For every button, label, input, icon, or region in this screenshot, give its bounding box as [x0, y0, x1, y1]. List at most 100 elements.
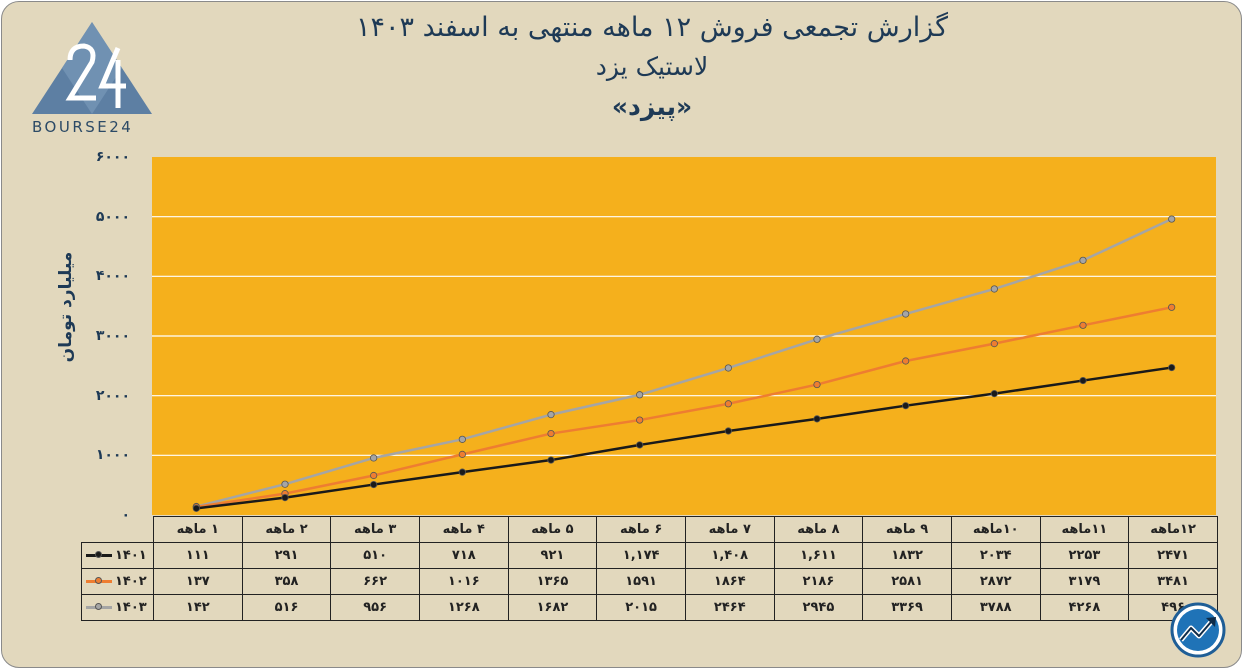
chart-title: گزارش تجمعی فروش ۱۲ ماهه منتهی به اسفند … — [355, 12, 949, 43]
table-cell: ۹۲۱ — [507, 542, 598, 569]
data-point — [990, 390, 998, 398]
table-cell: ۳۴۸۱ — [1128, 568, 1218, 595]
data-point — [990, 285, 998, 293]
data-point — [636, 441, 644, 449]
bourse24-logo-icon — [32, 22, 152, 114]
table-cell: ۹۵۶ — [330, 594, 420, 621]
data-point — [990, 340, 998, 348]
data-point — [192, 504, 200, 512]
table-cell: ۱۳۶۵ — [507, 568, 598, 595]
category-label: ۱ ماهه — [153, 516, 243, 543]
table-cell: ۲۴۷۱ — [1128, 542, 1218, 569]
data-point — [370, 480, 378, 489]
table-cell: ۱,۱۷۴ — [596, 542, 686, 569]
table-row: ۱۴۰۲ ۱۳۷ ۳۵۸ ۶۶۲ ۱۰۱۶ ۱۳۶۵ ۱۵۹۱ ۱۸۶۴ ۲۱۸۶ ۲۵۸۱ ۲۸۷… — [81, 568, 1218, 595]
y-tick-label: ۱۰۰۰ — [95, 447, 130, 464]
table-cell: ۱۵۹۱ — [596, 568, 686, 595]
table-cell: ۱۸۳۲ — [862, 542, 952, 569]
legend-label: ۱۴۰۳ — [115, 600, 147, 615]
data-point — [281, 480, 289, 488]
data-point — [370, 454, 378, 462]
data-point — [724, 364, 732, 372]
table-cell: ۲۰۱۵ — [596, 594, 686, 621]
trend-badge-icon — [1170, 602, 1226, 658]
table-header-row: ۱ ماهه ۲ ماهه ۳ ماهه ۴ ماهه ۵ ماهه ۶ ماهه ۷ ما… — [82, 516, 1218, 543]
table-cell: ۱,۶۱۱ — [773, 542, 864, 569]
category-label: ۳ ماهه — [330, 516, 420, 543]
table-cell: ۵۱۶ — [241, 594, 332, 621]
table-cell: ۵۱۰ — [330, 542, 420, 569]
data-point — [902, 310, 910, 318]
data-point — [724, 427, 732, 435]
data-point — [1168, 363, 1176, 372]
legend-swatch — [86, 603, 112, 610]
table-cell: ۲۵۸۱ — [862, 568, 952, 595]
legend-swatch — [86, 577, 112, 584]
y-tick-label: ۰ — [121, 507, 130, 523]
data-point — [813, 415, 821, 423]
data-point — [1079, 321, 1087, 329]
y-tick-label: ۳۰۰۰ — [95, 328, 130, 344]
category-label: ۶ ماهه — [596, 516, 686, 543]
table-cell: ۲۹۴۵ — [773, 594, 864, 621]
data-point — [902, 402, 910, 410]
table-cell: ۳۷۸۸ — [950, 594, 1041, 621]
table-row: ۱۴۰۳ ۱۴۲ ۵۱۶ ۹۵۶ ۱۲۶۸ ۱۶۸۲ ۲۰۱۵ ۲۴۶۴ ۲۹۴۵ ۳۳۶۹ ۳۷۸… — [81, 594, 1218, 621]
y-tick-label: ۵۰۰۰ — [95, 208, 130, 225]
legend-entry: ۱۴۰۲ — [81, 568, 154, 595]
data-point — [281, 494, 289, 502]
data-point — [458, 435, 466, 443]
table-cell: ۱۳۷ — [153, 568, 243, 595]
data-point — [813, 380, 821, 389]
category-label: ۵ ماهه — [507, 516, 598, 543]
table-cell: ۱۰۱۶ — [418, 568, 509, 595]
table-cell: ۳۳۶۹ — [862, 594, 952, 621]
data-point — [813, 335, 821, 343]
table-row: ۱۴۰۱ ۱۱۱ ۲۹۱ ۵۱۰ ۷۱۸ ۹۲۱ ۱,۱۷۴ ۱,۴۰۸ ۱,۶۱۱ ۱۸۳۲ ۲۰… — [81, 542, 1218, 569]
data-point — [902, 357, 910, 365]
data-point — [724, 400, 732, 408]
y-tick-label: ۴۰۰۰ — [95, 268, 130, 285]
table-cell: ۲۴۶۴ — [684, 594, 775, 621]
table-cell: ۳۵۸ — [241, 568, 332, 595]
category-label: ۱۲ماهه — [1128, 516, 1218, 543]
data-point — [636, 416, 644, 424]
data-point — [370, 471, 378, 480]
table-cell: ۲۱۸۶ — [773, 568, 864, 595]
logo-text: BOURSE24 — [32, 118, 134, 136]
y-tick-label: ۲۰۰۰ — [95, 387, 130, 404]
series-line — [196, 217, 1173, 508]
chart-subtitle: لاستیک یزد — [595, 52, 709, 81]
table-cell: ۱۴۲ — [153, 594, 243, 621]
category-label: ۸ ماهه — [773, 516, 864, 543]
table-cell: ۱,۴۰۸ — [684, 542, 775, 569]
series-line — [196, 306, 1172, 509]
table-cell: ۴۲۶۸ — [1039, 594, 1130, 621]
legend-label: ۱۴۰۱ — [115, 548, 147, 563]
data-table: ۱ ماهه ۲ ماهه ۳ ماهه ۴ ماهه ۵ ماهه ۶ ماهه ۷ ما… — [81, 516, 1218, 621]
legend-label: ۱۴۰۲ — [115, 574, 147, 589]
data-point — [1168, 215, 1176, 223]
table-cell: ۶۶۲ — [330, 568, 420, 595]
data-point — [458, 468, 466, 476]
data-point — [547, 456, 555, 464]
legend-entry: ۱۴۰۳ — [81, 594, 154, 621]
data-point — [547, 411, 555, 419]
table-cell: ۷۱۸ — [418, 542, 509, 569]
table-cell: ۳۱۷۹ — [1039, 568, 1130, 595]
category-label: ۱۰ماهه — [950, 516, 1041, 543]
chart-symbol: «پیزد» — [611, 92, 693, 121]
table-cell: ۱۲۶۸ — [418, 594, 509, 621]
table-corner — [82, 517, 154, 543]
category-label: ۷ ماهه — [684, 516, 775, 543]
category-label: ۹ ماهه — [862, 516, 952, 543]
table-cell: ۲۸۷۲ — [950, 568, 1041, 595]
series-line — [196, 366, 1172, 510]
category-label: ۱۱ماهه — [1039, 516, 1130, 543]
data-point — [1079, 376, 1087, 385]
data-point — [1168, 303, 1176, 311]
data-point — [1079, 256, 1087, 264]
data-point — [458, 450, 466, 458]
